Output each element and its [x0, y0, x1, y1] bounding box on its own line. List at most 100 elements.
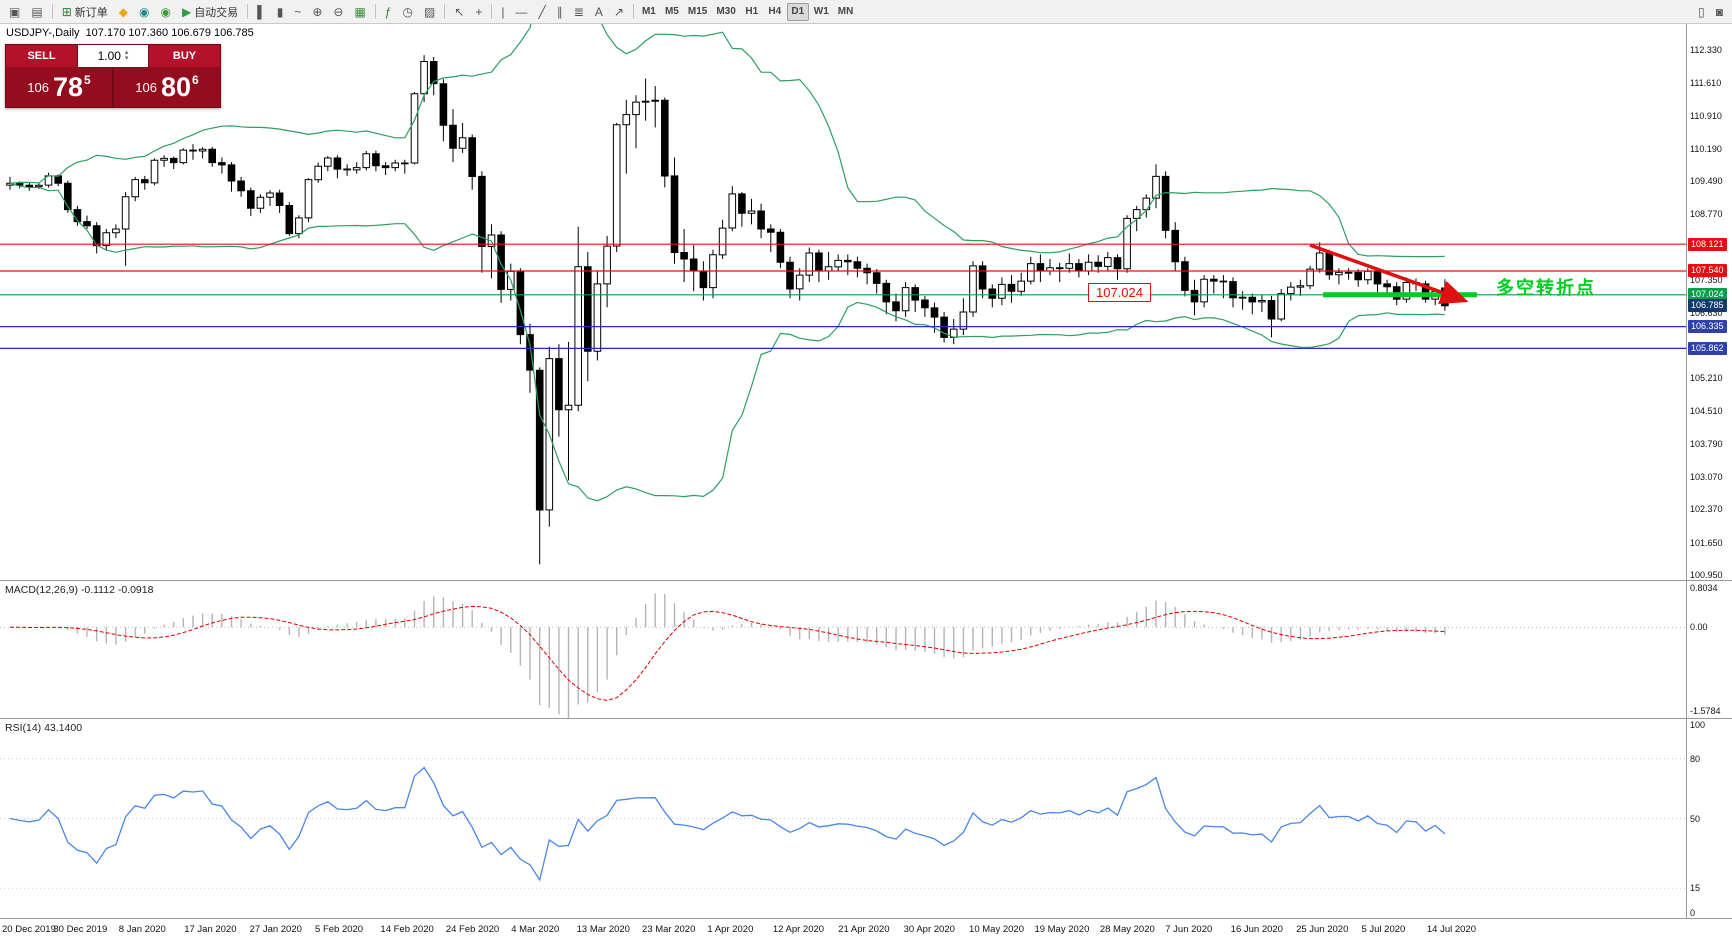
- macd-axis-label: -1.5784: [1690, 706, 1721, 716]
- metaeditor-button[interactable]: ◆: [114, 2, 133, 22]
- rsi-axis-label: 100: [1690, 720, 1706, 730]
- bid-price[interactable]: 106 78 5: [6, 67, 112, 107]
- bollinger-lower-band: [9, 182, 1445, 502]
- price-axis-label: 112.330: [1690, 45, 1722, 55]
- price-axis-label: 101.650: [1690, 537, 1723, 548]
- rsi-axis-label: 50: [1690, 813, 1701, 824]
- date-axis[interactable]: 20 Dec 2019 30 Dec 2019 8 Jan 2020 17 Jan 2…: [0, 918, 1732, 945]
- date-axis-label: 8 Jan 2020: [118, 924, 166, 935]
- zoom-in-icon: ⊕: [312, 4, 323, 19]
- timeframe-mn-button[interactable]: MN: [837, 6, 854, 17]
- volume-down-button[interactable]: ▾: [124, 55, 129, 62]
- macd-canvas[interactable]: [0, 581, 1686, 718]
- timeframe-h1-button[interactable]: H1: [745, 6, 759, 17]
- one-click-trading-panel: SELL 1.00 ▴ ▾ BUY 106 78 5 106 80 6: [5, 44, 221, 108]
- date-axis-label: 20 Dec 2019: [2, 924, 56, 935]
- bollinger-upper-band: [9, 24, 1445, 258]
- date-axis-label: 27 Jan 2020: [249, 924, 302, 935]
- templates-icon: ▨: [423, 4, 436, 19]
- timeframe-m1-button[interactable]: M1: [641, 6, 656, 17]
- timeframe-m30-button[interactable]: M30: [716, 6, 736, 17]
- line-chart-button[interactable]: ~: [289, 2, 306, 22]
- price-axis-label: 104.510: [1690, 405, 1723, 416]
- symbol-header: USDJPY-,Daily 107.170 107.360 106.679 106…: [6, 27, 254, 39]
- price-axis-label: 108.770: [1690, 209, 1723, 220]
- price-tag: 107.540: [1688, 264, 1727, 278]
- rsi-panel: RSI(14) 43.1400 100 80 50 15 0: [0, 718, 1732, 918]
- price-axis-label: 103.790: [1690, 438, 1723, 449]
- volume-value: 1.00: [97, 49, 121, 63]
- autotrading-button[interactable]: ▶ 自动交易: [177, 2, 243, 22]
- macd-panel: MACD(12,26,9) -0.1112 -0.0918 0.8034 0.00…: [0, 580, 1732, 718]
- strategy-tester-icon: ◉: [160, 4, 171, 19]
- price-axis[interactable]: 112.330 111.610 110.910 110.190 109.490 108.7…: [1686, 24, 1732, 580]
- cursor-button[interactable]: ↖: [449, 2, 469, 22]
- strategy-tester-button[interactable]: ◉: [155, 2, 175, 22]
- timeframe-m5-button[interactable]: M5: [664, 6, 679, 17]
- market-watch-button[interactable]: ◉: [134, 2, 154, 22]
- chart-window-button[interactable]: ▣: [4, 2, 25, 22]
- docs-button[interactable]: ▯: [1693, 2, 1710, 22]
- date-axis-label: 4 Mar 2020: [511, 924, 560, 935]
- arrows-button[interactable]: ↗: [609, 2, 629, 22]
- turning-point-label[interactable]: 多空转折点: [1496, 278, 1596, 298]
- sell-button[interactable]: SELL: [6, 45, 77, 67]
- text-button[interactable]: A: [590, 2, 608, 22]
- new-order-button[interactable]: ⊞ 新订单: [57, 2, 113, 22]
- candle-wicks: [9, 55, 1446, 565]
- price-axis-label: 110.910: [1690, 110, 1722, 121]
- zoom-out-button[interactable]: ⊖: [328, 2, 348, 22]
- chart-window-icon: ▣: [9, 4, 21, 19]
- date-axis-label: 25 Jun 2020: [1296, 924, 1349, 935]
- macd-histogram: [18, 593, 1446, 718]
- date-axis-label: 14 Jul 2020: [1426, 924, 1476, 935]
- candlestick-chart-button[interactable]: ▮: [272, 2, 289, 22]
- macd-signal-line: [9, 605, 1445, 701]
- profiles-button[interactable]: ▤: [26, 2, 47, 22]
- templates-button[interactable]: ▨: [419, 2, 440, 22]
- bid-base: 106: [27, 79, 49, 95]
- ask-price[interactable]: 106 80 6: [112, 67, 220, 107]
- price-axis-label: 106.630: [1690, 307, 1723, 318]
- rsi-axis-label: 0: [1690, 908, 1696, 918]
- buy-button[interactable]: BUY: [149, 45, 220, 67]
- price-annotation-box[interactable]: 107.024: [1088, 283, 1151, 302]
- price-chart-canvas[interactable]: [0, 24, 1686, 580]
- toolbar-separator: [374, 4, 376, 19]
- volume-spinner: ▴ ▾: [124, 49, 129, 62]
- periods-button[interactable]: ◷: [397, 2, 417, 22]
- trendline-button[interactable]: ╱: [534, 2, 551, 22]
- trendline-icon: ╱: [538, 4, 546, 19]
- timeframe-w1-button[interactable]: W1: [813, 6, 829, 17]
- date-axis-label: 21 Apr 2020: [838, 924, 890, 935]
- date-axis-label: 28 May 2020: [1099, 924, 1155, 935]
- fibonacci-button[interactable]: ≣: [569, 2, 589, 22]
- channel-icon: ∥: [556, 4, 563, 19]
- channel-button[interactable]: ∥: [552, 2, 568, 22]
- ask-sup: 6: [192, 73, 199, 87]
- macd-axis-label: 0.8034: [1690, 583, 1718, 593]
- timeframe-h4-button[interactable]: H4: [768, 6, 782, 17]
- price-tag: 105.862: [1688, 341, 1727, 355]
- profiles-icon: ▤: [31, 4, 43, 19]
- date-axis-label: 19 May 2020: [1034, 924, 1090, 935]
- rsi-axis-label: 15: [1690, 883, 1701, 894]
- volume-input[interactable]: 1.00 ▴ ▾: [77, 45, 149, 67]
- tile-windows-button[interactable]: ▦: [349, 2, 370, 22]
- price-axis-label: 103.070: [1690, 472, 1723, 483]
- timeframe-m15-button[interactable]: M15: [687, 6, 708, 17]
- chat-button[interactable]: ◙: [1711, 2, 1728, 22]
- horizontal-line-button[interactable]: —: [511, 2, 533, 22]
- text-icon: A: [594, 4, 603, 19]
- trend-arrow[interactable]: [1309, 243, 1469, 305]
- zoom-in-button[interactable]: ⊕: [307, 2, 327, 22]
- timeframe-d1-button[interactable]: D1: [786, 2, 809, 21]
- bar-chart-button[interactable]: ▌: [252, 2, 271, 22]
- crosshair-button[interactable]: +: [470, 2, 487, 22]
- rsi-canvas[interactable]: [0, 719, 1686, 918]
- vertical-line-button[interactable]: |: [496, 2, 509, 22]
- indicators-button[interactable]: ƒ: [380, 2, 397, 22]
- volume-up-button[interactable]: ▴: [124, 49, 129, 56]
- symbol-title: USDJPY-,Daily: [6, 27, 80, 39]
